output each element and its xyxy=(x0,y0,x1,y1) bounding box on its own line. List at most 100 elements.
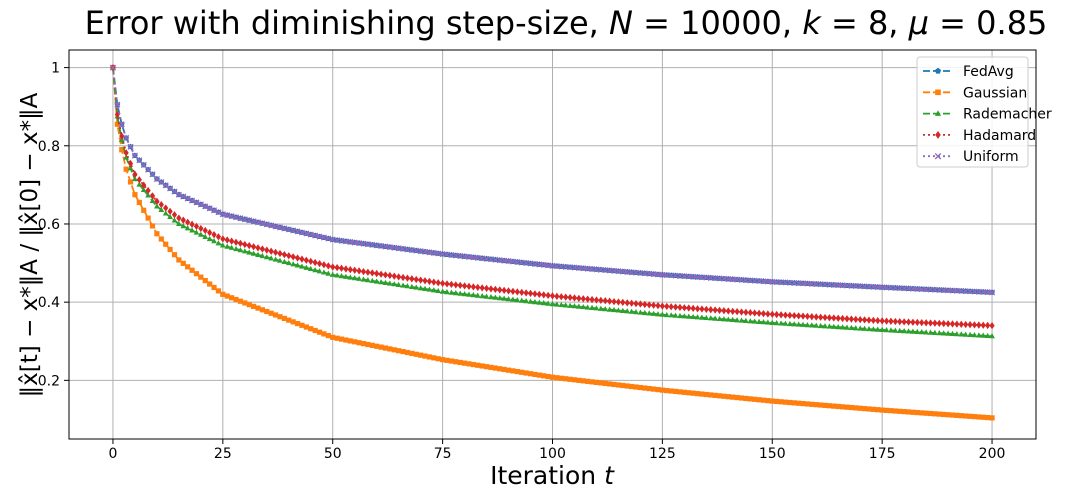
data-point-uniform xyxy=(153,175,160,183)
data-point-uniform xyxy=(202,203,209,210)
data-point-gaussian xyxy=(629,383,635,390)
data-point-rademacher xyxy=(725,316,732,322)
data-point-rademacher xyxy=(321,269,327,275)
data-point-hadamard xyxy=(167,207,173,216)
data-point-rademacher xyxy=(786,320,793,327)
data-point-rademacher xyxy=(830,323,837,329)
data-point-rademacher xyxy=(488,293,494,300)
data-point-hadamard xyxy=(158,201,164,209)
data-point-uniform xyxy=(131,152,138,159)
data-point-gaussian xyxy=(703,391,709,398)
data-point-hadamard xyxy=(229,237,235,245)
data-point-rademacher xyxy=(795,321,802,327)
legend-label-fedavg: FedAvg xyxy=(963,64,1014,80)
data-point-hadamard xyxy=(519,288,525,297)
data-point-rademacher xyxy=(910,328,916,334)
data-point-hadamard xyxy=(958,320,964,328)
legend-item-uniform: Uniform xyxy=(923,149,1019,165)
data-point-hadamard xyxy=(277,249,283,258)
data-point-uniform xyxy=(158,179,165,186)
data-point-rademacher xyxy=(215,240,222,246)
data-point-gaussian xyxy=(985,414,991,421)
data-point-hadamard xyxy=(255,244,261,252)
data-point-gaussian xyxy=(844,404,850,410)
data-point-hadamard xyxy=(611,297,617,306)
data-point-hadamard xyxy=(356,267,362,275)
data-point-uniform xyxy=(294,228,301,235)
data-point-hadamard xyxy=(769,310,775,318)
data-point-rademacher xyxy=(743,317,749,323)
markers-hadamard xyxy=(110,63,995,330)
data-point-gaussian xyxy=(708,392,714,398)
data-point-hadamard xyxy=(418,276,424,284)
data-point-rademacher xyxy=(224,243,231,249)
data-point-rademacher xyxy=(136,181,143,187)
data-point-rademacher xyxy=(439,288,446,294)
data-point-hadamard xyxy=(971,321,978,329)
legend-label-hadamard: Hadamard xyxy=(963,128,1036,144)
data-point-hadamard xyxy=(154,197,160,205)
data-point-gaussian xyxy=(989,415,995,421)
data-point-gaussian xyxy=(941,411,947,418)
data-point-rademacher xyxy=(558,301,565,308)
data-point-hadamard xyxy=(308,257,314,265)
data-point-hadamard xyxy=(580,295,586,303)
data-point-hadamard xyxy=(527,289,534,298)
data-point-hadamard xyxy=(866,316,872,324)
data-point-hadamard xyxy=(286,252,292,260)
data-point-hadamard xyxy=(716,306,723,314)
data-point-uniform xyxy=(312,232,319,239)
data-point-gaussian xyxy=(967,413,973,419)
data-point-gaussian xyxy=(396,348,402,354)
data-point-uniform xyxy=(237,215,244,222)
data-point-gaussian xyxy=(607,381,613,387)
data-point-gaussian xyxy=(356,340,362,346)
data-point-hadamard xyxy=(589,295,595,304)
data-point-gaussian xyxy=(870,406,876,412)
data-point-gaussian xyxy=(400,349,406,355)
data-point-gaussian xyxy=(532,371,538,378)
data-point-gaussian xyxy=(202,277,208,284)
data-point-hadamard xyxy=(734,308,740,316)
data-point-hadamard xyxy=(382,271,389,279)
data-point-gaussian xyxy=(198,274,204,280)
data-point-hadamard xyxy=(800,312,806,320)
data-point-rademacher xyxy=(554,301,560,307)
data-point-hadamard xyxy=(980,321,986,329)
data-point-gaussian xyxy=(123,166,129,172)
data-point-rademacher xyxy=(285,259,292,266)
data-point-gaussian xyxy=(659,387,665,393)
data-point-gaussian xyxy=(290,319,296,325)
data-point-hadamard xyxy=(976,321,982,329)
data-point-hadamard xyxy=(989,321,995,330)
data-point-hadamard xyxy=(818,313,824,321)
data-point-rademacher xyxy=(567,302,573,308)
data-point-uniform xyxy=(145,166,152,173)
data-point-rademacher xyxy=(523,297,529,304)
data-point-gaussian xyxy=(971,414,978,420)
data-point-rademacher xyxy=(734,317,740,323)
data-point-gaussian xyxy=(154,231,160,237)
data-point-rademacher xyxy=(773,320,780,326)
data-point-rademacher xyxy=(237,247,244,253)
data-point-gaussian xyxy=(409,350,415,356)
data-point-rademacher xyxy=(641,309,648,316)
data-point-rademacher xyxy=(804,322,811,328)
data-point-gaussian xyxy=(171,252,178,258)
data-point-gaussian xyxy=(527,371,534,377)
data-point-gaussian xyxy=(391,347,397,353)
data-point-gaussian xyxy=(264,308,270,315)
axis-ticks: 0 25 50 75 100 125 150 175 200 0.2 0.4 0.6 0.8 1 xyxy=(38,61,1006,462)
data-point-rademacher xyxy=(444,288,450,295)
data-point-gaussian xyxy=(193,271,200,277)
data-point-gaussian xyxy=(246,302,252,308)
data-point-rademacher xyxy=(505,295,512,302)
data-point-hadamard xyxy=(413,275,419,284)
data-point-gaussian xyxy=(769,398,775,404)
data-point-rademacher xyxy=(738,317,745,323)
data-point-gaussian xyxy=(141,207,147,213)
data-point-hadamard xyxy=(725,307,731,315)
data-point-rademacher xyxy=(918,329,925,335)
data-point-gaussian xyxy=(927,410,934,417)
data-point-rademacher xyxy=(883,327,890,333)
